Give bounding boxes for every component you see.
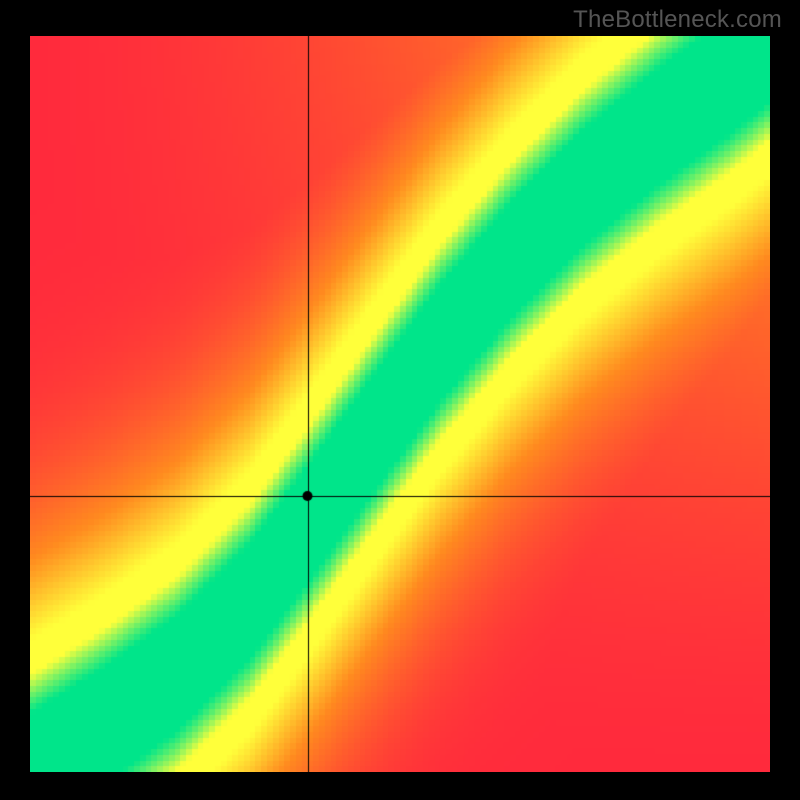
chart-container: TheBottleneck.com [0,0,800,800]
plot-area [30,36,770,772]
watermark-text: TheBottleneck.com [573,6,782,34]
heatmap-canvas [30,36,770,772]
